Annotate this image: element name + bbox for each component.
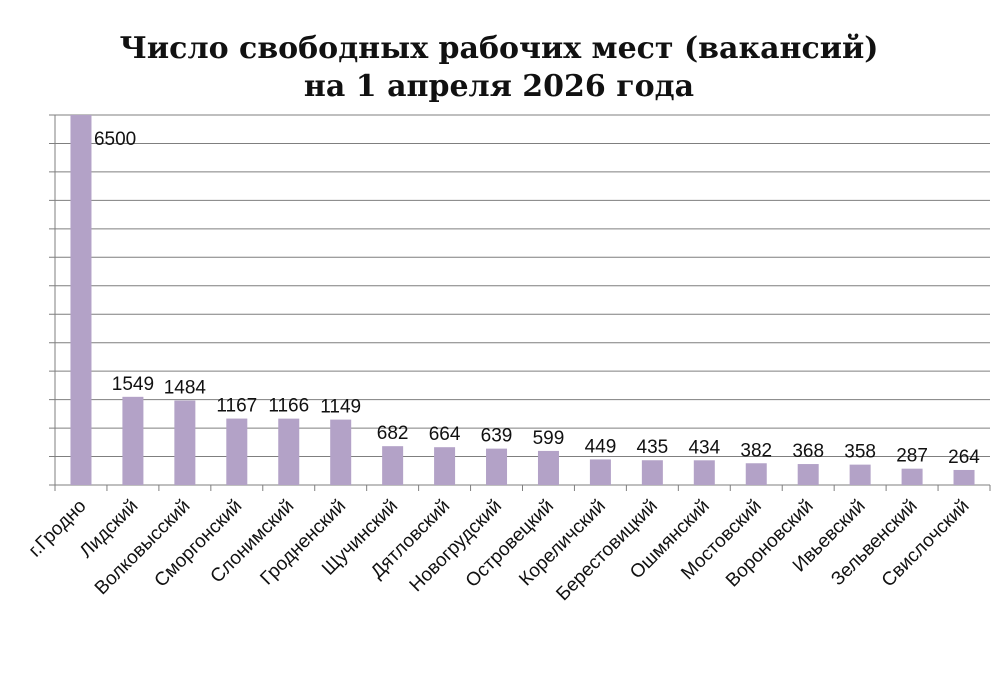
bar-7 xyxy=(382,446,404,485)
data-label-13: 434 xyxy=(688,437,720,458)
data-label-5: 1166 xyxy=(268,396,309,417)
chart-title: Число свободных рабочих мест (вакансий) … xyxy=(0,30,998,106)
chart-title-line-1: Число свободных рабочих мест (вакансий) xyxy=(119,31,879,66)
data-label-6: 1149 xyxy=(320,397,361,418)
category-label-9: Новогрудский xyxy=(406,496,506,596)
bar-17 xyxy=(901,468,923,485)
bar-12 xyxy=(641,460,663,485)
bar-3 xyxy=(174,400,196,485)
bar-2 xyxy=(122,396,144,485)
bar-9 xyxy=(486,448,508,485)
bar-8 xyxy=(434,447,456,485)
data-label-8: 664 xyxy=(429,424,461,445)
data-label-4: 1167 xyxy=(216,396,257,417)
bar-10 xyxy=(537,450,559,485)
bar-13 xyxy=(693,460,715,485)
data-label-12: 435 xyxy=(637,437,669,458)
data-label-9: 639 xyxy=(481,426,513,447)
data-label-16: 358 xyxy=(844,442,876,463)
bar-18 xyxy=(953,469,975,485)
data-label-1: 6500 xyxy=(94,129,136,150)
data-label-15: 368 xyxy=(792,441,824,462)
data-label-11: 449 xyxy=(585,436,617,457)
data-label-3: 1484 xyxy=(164,378,207,399)
chart-title-line-2: на 1 апреля 2026 года xyxy=(303,69,695,104)
bar-15 xyxy=(797,464,819,485)
data-label-18: 264 xyxy=(948,447,980,468)
bar-11 xyxy=(589,459,611,485)
bar-5 xyxy=(278,418,300,485)
bar-6 xyxy=(330,419,352,485)
data-label-17: 287 xyxy=(896,446,928,467)
data-label-2: 1549 xyxy=(112,374,154,395)
data-label-7: 682 xyxy=(377,423,409,444)
bar-1 xyxy=(70,115,92,485)
data-label-10: 599 xyxy=(533,428,565,449)
bar-16 xyxy=(849,464,871,485)
bar-14 xyxy=(745,463,767,485)
data-label-14: 382 xyxy=(740,440,772,461)
bar-4 xyxy=(226,418,248,485)
